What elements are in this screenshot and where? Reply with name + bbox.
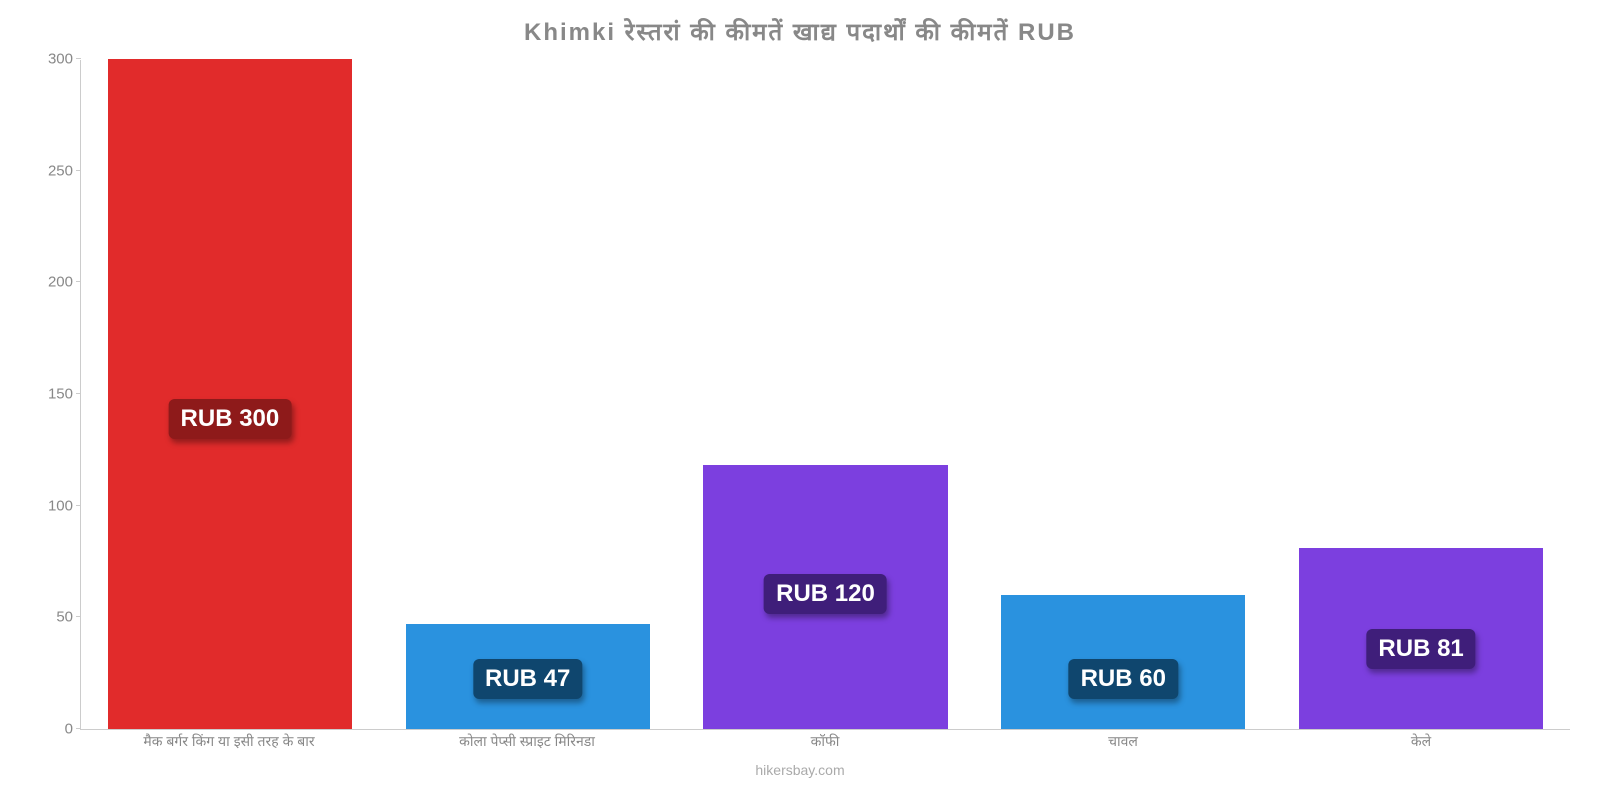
x-axis-label: केले: [1272, 732, 1570, 751]
bar-slot: RUB 60: [974, 60, 1272, 729]
y-tick-label: 50: [56, 609, 81, 626]
y-tick-label: 100: [48, 497, 81, 514]
x-axis-label: चावल: [974, 732, 1272, 751]
y-tick-label: 250: [48, 162, 81, 179]
plot-area: RUB 300RUB 47RUB 120RUB 60RUB 81 0501001…: [80, 60, 1570, 730]
y-tick-mark: [76, 616, 81, 617]
y-tick-mark: [76, 170, 81, 171]
bar-slot: RUB 47: [379, 60, 677, 729]
x-axis-label: कोला पेप्सी स्प्राइट मिरिनडा: [378, 732, 676, 751]
y-tick-mark: [76, 393, 81, 394]
y-tick-mark: [76, 728, 81, 729]
x-axis-label: मैक बर्गर किंग या इसी तरह के बार: [80, 732, 378, 751]
y-tick-mark: [76, 505, 81, 506]
bar-slot: RUB 120: [677, 60, 975, 729]
bar: RUB 60: [1001, 595, 1245, 729]
y-tick-mark: [76, 281, 81, 282]
bar: RUB 300: [108, 59, 352, 729]
bar: RUB 120: [703, 465, 947, 729]
bar-value-label: RUB 120: [764, 574, 887, 614]
bar-value-label: RUB 47: [473, 659, 582, 699]
y-tick-label: 0: [65, 721, 81, 738]
x-axis-label: कॉफी: [676, 732, 974, 751]
y-tick-label: 200: [48, 274, 81, 291]
y-tick-mark: [76, 58, 81, 59]
chart-container: Khimki रेस्तरां की कीमतें खाद्य पदार्थों…: [0, 10, 1600, 790]
bar: RUB 81: [1299, 548, 1543, 729]
bar-value-label: RUB 300: [169, 399, 292, 439]
bar-value-label: RUB 81: [1366, 629, 1475, 669]
y-tick-label: 150: [48, 386, 81, 403]
bar-slot: RUB 81: [1272, 60, 1570, 729]
bar-value-label: RUB 60: [1069, 659, 1178, 699]
y-tick-label: 300: [48, 51, 81, 68]
bar-slot: RUB 300: [81, 60, 379, 729]
watermark-text: hikersbay.com: [0, 762, 1600, 778]
bar: RUB 47: [406, 624, 650, 729]
chart-title: Khimki रेस्तरां की कीमतें खाद्य पदार्थों…: [0, 10, 1600, 53]
bars-row: RUB 300 RUB 47 RUB 120 RUB 60 RUB 81: [81, 60, 1570, 729]
x-axis-labels: मैक बर्गर किंग या इसी तरह के बारकोला पेप…: [80, 732, 1570, 751]
